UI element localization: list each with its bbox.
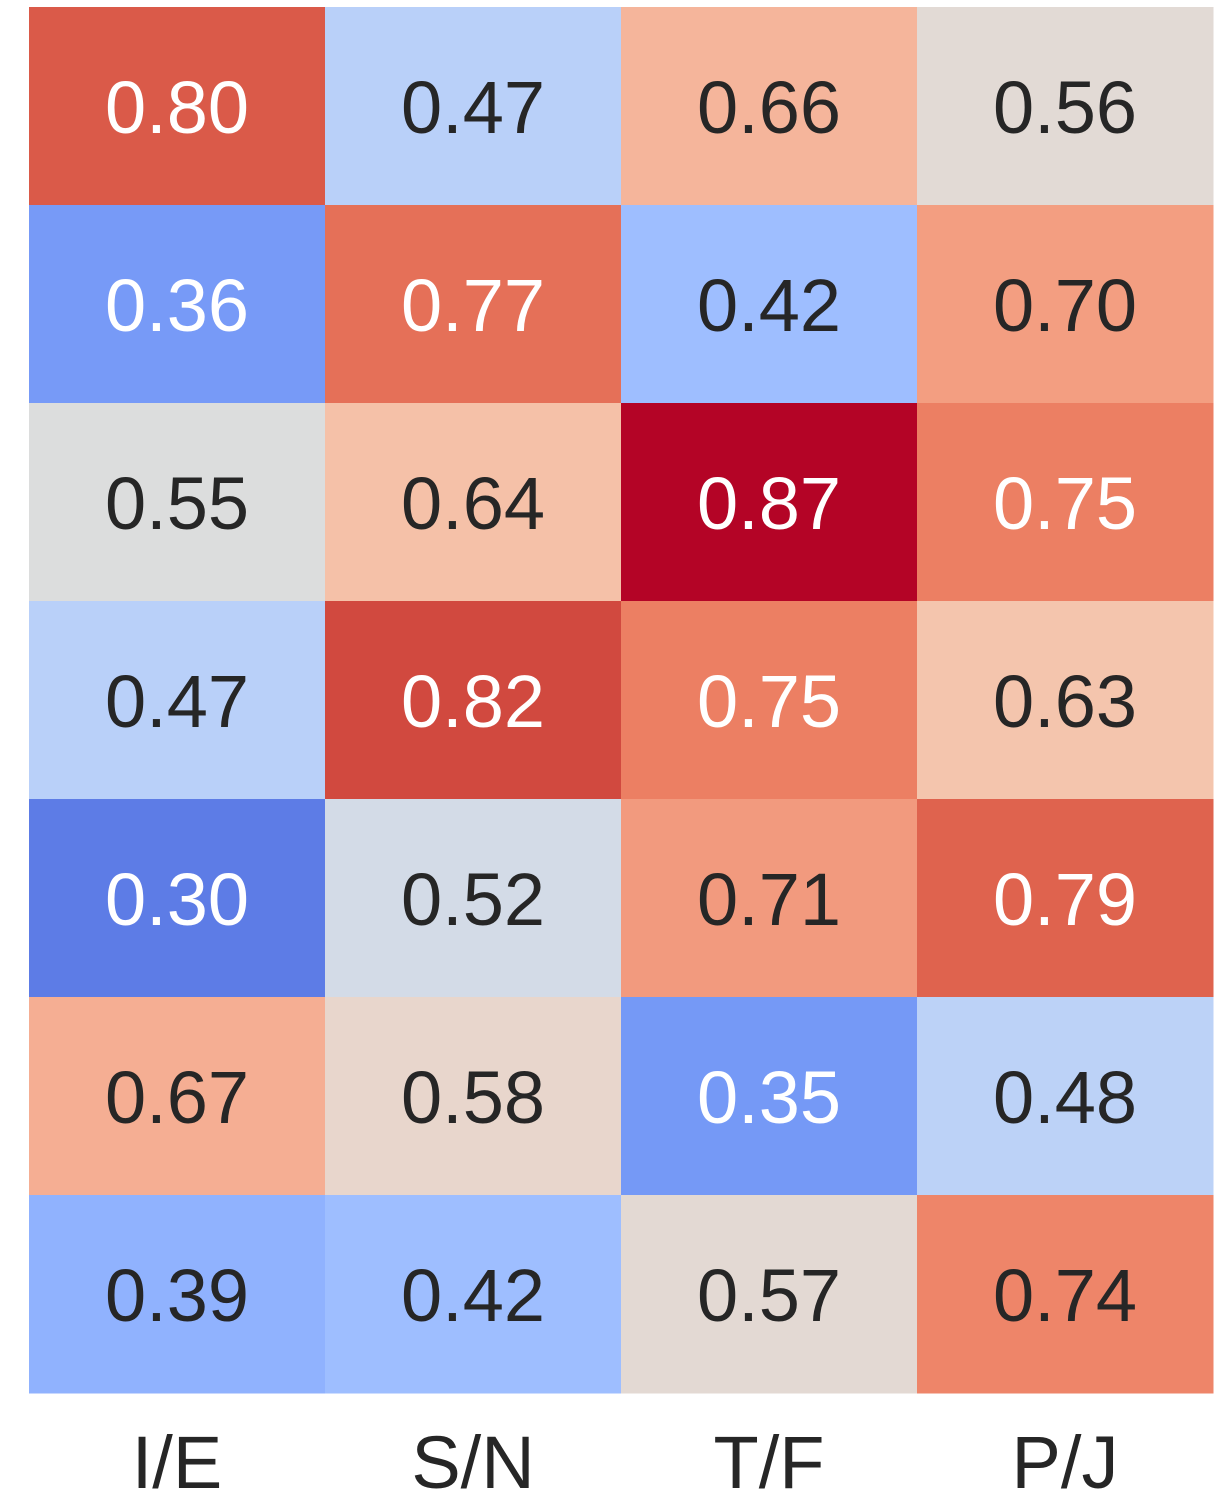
heatmap-cell-value: 0.42 xyxy=(697,264,841,347)
heatmap-cell-value: 0.87 xyxy=(697,462,841,545)
heatmap-cell xyxy=(917,601,1214,800)
heatmap-cell xyxy=(917,997,1214,1196)
heatmap-cell-labels: 0.80 0.47 0.66 0.56 0.36 0.77 0.42 0.70 0.55 0.64… xyxy=(105,66,1137,1337)
x-tick-label: P/J xyxy=(1012,1421,1119,1496)
heatmap-cell-value: 0.75 xyxy=(697,660,841,743)
heatmap-cell xyxy=(29,997,326,1196)
heatmap-cell xyxy=(325,403,622,602)
heatmap-cell-value: 0.35 xyxy=(697,1056,841,1139)
heatmap-cell-value: 0.64 xyxy=(401,462,545,545)
heatmap-cell-value: 0.67 xyxy=(105,1056,249,1139)
heatmap-cell xyxy=(29,799,326,998)
heatmap-cell-value: 0.75 xyxy=(993,462,1137,545)
x-tick-label: T/F xyxy=(714,1421,825,1496)
heatmap-cell xyxy=(621,403,918,602)
heatmap-cell-value: 0.82 xyxy=(401,660,545,743)
heatmap-cell xyxy=(621,997,918,1196)
heatmap-cell-value: 0.52 xyxy=(401,858,545,941)
heatmap-cell-value: 0.55 xyxy=(105,462,249,545)
heatmap-cell xyxy=(325,601,622,800)
heatmap-cell xyxy=(325,7,622,206)
heatmap-cell-value: 0.80 xyxy=(105,66,249,149)
heatmap-cell-value: 0.58 xyxy=(401,1056,545,1139)
heatmap-cell xyxy=(621,1195,918,1394)
heatmap-cell xyxy=(325,205,622,404)
heatmap-cell xyxy=(917,799,1214,998)
heatmap-cells xyxy=(29,7,1214,1394)
heatmap-cell xyxy=(917,205,1214,404)
heatmap-cell-value: 0.71 xyxy=(697,858,841,941)
heatmap-cell xyxy=(325,1195,622,1394)
heatmap-cell-value: 0.48 xyxy=(993,1056,1137,1139)
heatmap-cell xyxy=(29,205,326,404)
heatmap-cell-value: 0.79 xyxy=(993,858,1137,941)
heatmap-cell xyxy=(29,7,326,206)
x-tick-label: I/E xyxy=(132,1421,222,1496)
heatmap-cell-value: 0.39 xyxy=(105,1254,249,1337)
heatmap-cell xyxy=(325,997,622,1196)
x-axis-tick-labels: I/E S/N T/F P/J xyxy=(132,1421,1119,1496)
heatmap-cell-value: 0.77 xyxy=(401,264,545,347)
heatmap-cell-value: 0.56 xyxy=(993,66,1137,149)
heatmap-cell xyxy=(621,7,918,206)
heatmap-cell xyxy=(29,403,326,602)
heatmap-cell xyxy=(917,7,1214,206)
x-tick-label: S/N xyxy=(411,1421,534,1496)
heatmap-cell-value: 0.70 xyxy=(993,264,1137,347)
heatmap-cell xyxy=(621,601,918,800)
heatmap-cell-value: 0.30 xyxy=(105,858,249,941)
heatmap-cell-value: 0.47 xyxy=(401,66,545,149)
heatmap-cell-value: 0.74 xyxy=(993,1254,1137,1337)
heatmap-cell-value: 0.66 xyxy=(697,66,841,149)
heatmap-cell xyxy=(917,403,1214,602)
heatmap-cell xyxy=(621,799,918,998)
heatmap-cell xyxy=(29,601,326,800)
heatmap-cell xyxy=(325,799,622,998)
heatmap-cell-value: 0.42 xyxy=(401,1254,545,1337)
heatmap-cell xyxy=(621,205,918,404)
heatmap-cell-value: 0.36 xyxy=(105,264,249,347)
heatmap-cell xyxy=(29,1195,326,1394)
heatmap-cell-value: 0.47 xyxy=(105,660,249,743)
heatmap-cell-value: 0.63 xyxy=(993,660,1137,743)
heatmap-cell xyxy=(917,1195,1214,1394)
heatmap-cell-value: 0.57 xyxy=(697,1254,841,1337)
